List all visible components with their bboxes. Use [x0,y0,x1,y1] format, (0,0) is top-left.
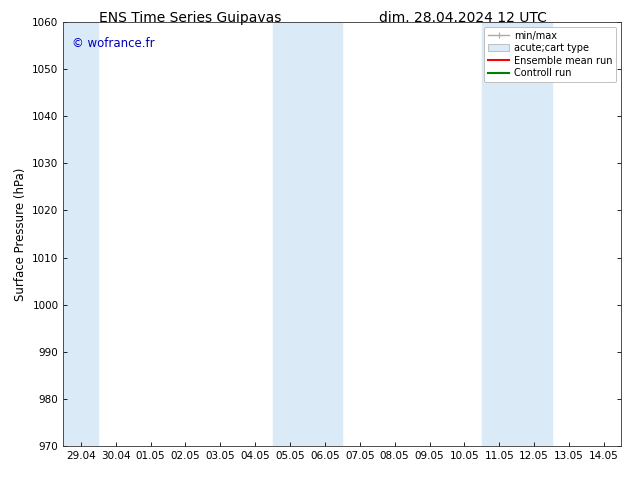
Bar [482,22,552,446]
Text: ENS Time Series Guipavas: ENS Time Series Guipavas [99,11,281,25]
Text: dim. 28.04.2024 12 UTC: dim. 28.04.2024 12 UTC [379,11,547,25]
Bar [273,22,342,446]
Bar [63,22,98,446]
Y-axis label: Surface Pressure (hPa): Surface Pressure (hPa) [14,167,27,301]
Text: © wofrance.fr: © wofrance.fr [72,37,155,50]
Legend: min/max, acute;cart type, Ensemble mean run, Controll run: min/max, acute;cart type, Ensemble mean … [484,27,616,82]
